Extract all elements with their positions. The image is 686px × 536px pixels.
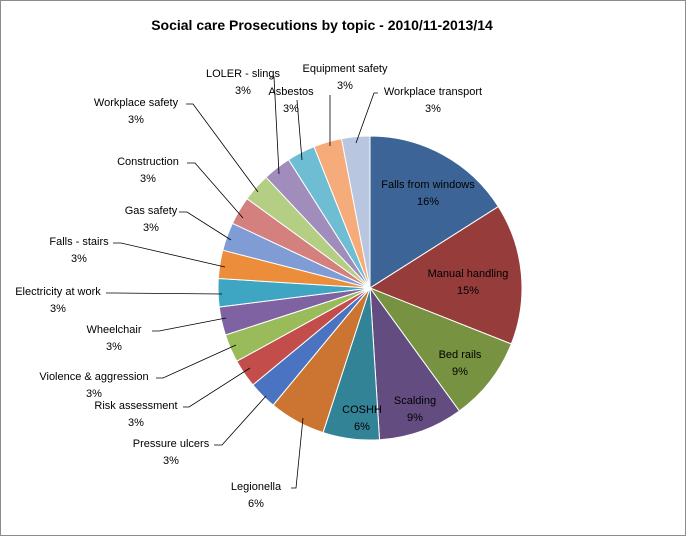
- slice-value-label: 3%: [283, 103, 299, 115]
- slice-value-label: 3%: [337, 80, 353, 92]
- slice-value-label: 9%: [452, 366, 468, 378]
- slice-category-label: Falls from windows: [381, 179, 475, 191]
- slice-category-label: Workplace transport: [384, 86, 482, 98]
- slice-value-label: 3%: [106, 341, 122, 353]
- slice-category-label: Manual handling: [428, 268, 509, 280]
- pie-slices: [217, 135, 523, 441]
- slice-value-label: 3%: [71, 253, 87, 265]
- slice-category-label: Legionella: [231, 481, 282, 493]
- slice-value-label: 3%: [128, 114, 144, 126]
- slice-category-label: COSHH: [342, 404, 382, 416]
- leader-line: [355, 92, 378, 144]
- pie-slice-scalding: [369, 286, 461, 441]
- slice-category-label: Construction: [117, 156, 179, 168]
- slice-category-label: Electricity at work: [15, 286, 101, 298]
- chart-title: Social care Prosecutions by topic - 2010…: [151, 17, 493, 33]
- leader-line: [186, 103, 259, 193]
- leader-line: [156, 344, 237, 379]
- slice-category-label: Violence & aggression: [39, 371, 148, 383]
- slice-value-label: 16%: [417, 196, 439, 208]
- slice-value-label: 15%: [457, 285, 479, 297]
- slice-category-label: Equipment safety: [303, 63, 388, 75]
- slice-labels: Falls from windows 16% Manual handling 15% B…: [15, 63, 508, 510]
- slice-category-label: Pressure ulcers: [133, 438, 210, 450]
- pie-slice-bed-rails: [368, 286, 512, 412]
- slice-category-label: Gas safety: [125, 205, 178, 217]
- leader-line: [179, 211, 232, 241]
- slice-category-label: Scalding: [394, 395, 436, 407]
- leader-line: [152, 317, 227, 332]
- slice-category-label: Wheelchair: [86, 324, 141, 336]
- slice-category-label: Bed rails: [439, 349, 482, 361]
- slice-value-label: 6%: [354, 421, 370, 433]
- slice-value-label: 3%: [128, 417, 144, 429]
- slice-value-label: 3%: [235, 85, 251, 97]
- slice-category-label: Asbestos: [268, 86, 314, 98]
- leader-line: [187, 162, 244, 219]
- leader-line: [106, 292, 223, 295]
- leader-line: [214, 395, 267, 446]
- leader-lines: [106, 76, 378, 489]
- slice-value-label: 3%: [86, 388, 102, 400]
- slice-category-label: Workplace safety: [94, 97, 179, 109]
- leader-line: [270, 76, 280, 175]
- slice-value-label: 3%: [143, 222, 159, 234]
- slice-value-label: 9%: [407, 412, 423, 424]
- slice-value-label: 3%: [425, 103, 441, 115]
- slice-value-label: 6%: [248, 498, 264, 510]
- slice-category-label: LOLER - slings: [206, 68, 280, 80]
- leader-line: [183, 367, 251, 408]
- leader-line: [113, 242, 226, 268]
- slice-value-label: 3%: [50, 303, 66, 315]
- pie-slice-falls-from-windows: [369, 135, 500, 289]
- leader-line: [291, 417, 304, 489]
- pie-slice-manual-handling: [368, 205, 523, 345]
- slice-value-label: 3%: [163, 455, 179, 467]
- leader-line: [296, 99, 303, 161]
- pie-slice-workplace-transport: [340, 135, 371, 289]
- slice-category-label: Falls - stairs: [49, 236, 109, 248]
- slice-category-label: Risk assessment: [94, 400, 177, 412]
- slice-value-label: 3%: [140, 173, 156, 185]
